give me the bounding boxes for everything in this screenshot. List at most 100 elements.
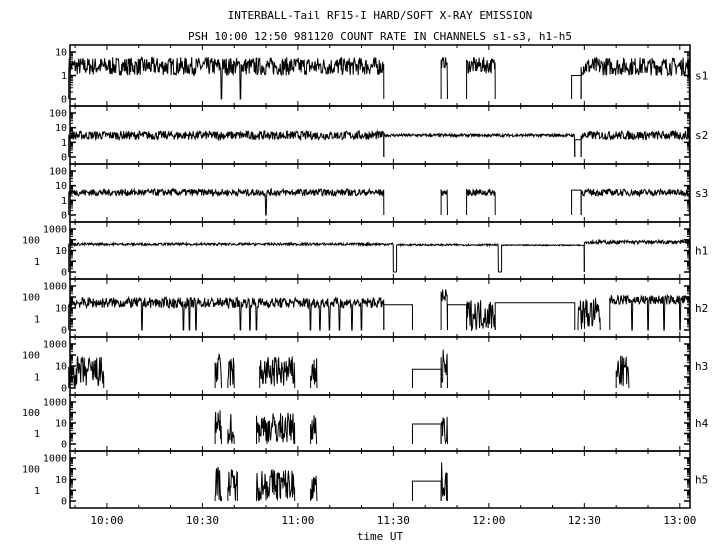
series-h1-segment <box>396 242 499 273</box>
series-h1-segment <box>68 241 394 273</box>
y-tick-label: 1000 <box>43 282 67 293</box>
series-s1-segment <box>440 56 448 100</box>
channel-label: h4 <box>695 417 709 430</box>
series-h5-segment <box>214 466 222 502</box>
series-h3-segment <box>68 355 105 389</box>
series-s1-segment <box>466 57 496 100</box>
y-tick-label: 1 <box>34 429 40 440</box>
y-tick-label: 10 <box>55 48 67 59</box>
series-h4-segment <box>310 415 318 445</box>
series-s3-segment <box>466 188 496 216</box>
chart-subtitle: PSH 10:00 12:50 981120 COUNT RATE IN CHA… <box>188 30 572 43</box>
channel-label: s1 <box>695 70 708 83</box>
y-tick-label: 100 <box>22 464 40 475</box>
y-tick-label: 10 <box>55 362 67 373</box>
x-tick-label: 10:30 <box>186 514 219 527</box>
series-h3-segment <box>259 356 296 389</box>
y-tick-label: 10 <box>55 181 67 192</box>
x-tick-label: 10:00 <box>90 514 123 527</box>
series-s3-segment <box>580 187 690 216</box>
y-tick-label: 0 <box>61 497 67 508</box>
series-s2-segment <box>383 132 576 158</box>
panel-frame <box>69 44 691 107</box>
series-h5-segment <box>440 462 448 502</box>
panel-s3: 0 1 10 100 s3 <box>49 163 708 223</box>
x-tick-label: 11:00 <box>281 514 314 527</box>
series-h3-segment <box>411 368 442 388</box>
y-tick-label: 0 <box>61 211 67 222</box>
y-tick-label: 0 <box>61 268 67 279</box>
series-s2-segment <box>68 129 385 158</box>
y-tick-label: 100 <box>49 167 67 178</box>
series-h2-segment <box>383 304 413 330</box>
channel-label: h5 <box>695 474 708 487</box>
x-axis-label: time UT <box>357 530 404 543</box>
channel-label: h1 <box>695 245 708 258</box>
series-s2-segment <box>574 139 582 157</box>
series-h3-segment <box>214 353 222 389</box>
y-tick-label: 100 <box>22 351 40 362</box>
y-tick-label: 10 <box>55 304 67 315</box>
channel-label: h2 <box>695 302 708 315</box>
y-tick-label: 1 <box>34 486 40 497</box>
chart-title: INTERBALL-Tail RF15-I HARD/SOFT X-RAY EM… <box>228 9 533 22</box>
series-s3-segment <box>571 189 582 215</box>
channel-label: s3 <box>695 187 708 200</box>
series-h1-segment <box>583 238 690 273</box>
series-h4-segment <box>227 413 235 445</box>
series-h5-segment <box>227 469 238 502</box>
y-tick-label: 1000 <box>43 398 67 409</box>
y-tick-label: 100 <box>22 235 40 246</box>
x-tick-label: 11:30 <box>377 514 410 527</box>
y-tick-label: 0 <box>61 95 67 106</box>
y-tick-label: 0 <box>61 384 67 395</box>
panel-frame <box>69 394 691 452</box>
series-h5-segment <box>411 480 442 501</box>
channel-label: h3 <box>695 360 708 373</box>
y-tick-label: 1 <box>34 257 40 268</box>
y-tick-label: 1000 <box>43 340 67 351</box>
series-s2-segment <box>580 129 690 158</box>
series-h2-segment <box>446 304 468 330</box>
series-h3-segment <box>615 355 630 389</box>
y-tick-label: 1000 <box>43 454 67 465</box>
y-tick-label: 0 <box>61 440 67 451</box>
series-h3-segment <box>227 357 235 389</box>
y-tick-label: 1 <box>61 138 67 149</box>
y-tick-label: 0 <box>61 153 67 164</box>
channel-label: s2 <box>695 129 708 142</box>
series-h2-segment <box>494 302 576 330</box>
series-h3-segment <box>310 358 318 389</box>
panel-s2: 0 1 10 100 s2 <box>49 105 708 165</box>
series-s1-segment <box>580 56 690 100</box>
y-tick-label: 10 <box>55 475 67 486</box>
series-s1-segment <box>571 75 582 99</box>
x-tick-label: 13:00 <box>663 514 696 527</box>
x-tick-label: 12:00 <box>472 514 505 527</box>
y-tick-label: 100 <box>49 109 67 120</box>
y-tick-label: 10 <box>55 123 67 134</box>
series-h4-segment <box>214 410 222 445</box>
x-tick-label: 12:30 <box>568 514 601 527</box>
series-h4-segment <box>411 423 442 444</box>
series-h5-segment <box>310 475 318 502</box>
panel-frame <box>69 450 691 509</box>
y-tick-label: 1 <box>61 196 67 207</box>
y-tick-label: 1 <box>34 373 40 384</box>
series-h4-segment <box>440 416 448 445</box>
y-tick-label: 100 <box>22 408 40 419</box>
y-tick-label: 0 <box>61 326 67 337</box>
y-tick-label: 1000 <box>43 225 67 236</box>
series-s3-segment <box>440 189 448 216</box>
y-tick-label: 10 <box>55 246 67 257</box>
series-h1-segment <box>501 243 585 273</box>
y-tick-label: 100 <box>22 293 40 304</box>
panel-frame <box>69 221 691 280</box>
panel-frame <box>69 336 691 396</box>
series-h2-segment <box>68 295 385 331</box>
